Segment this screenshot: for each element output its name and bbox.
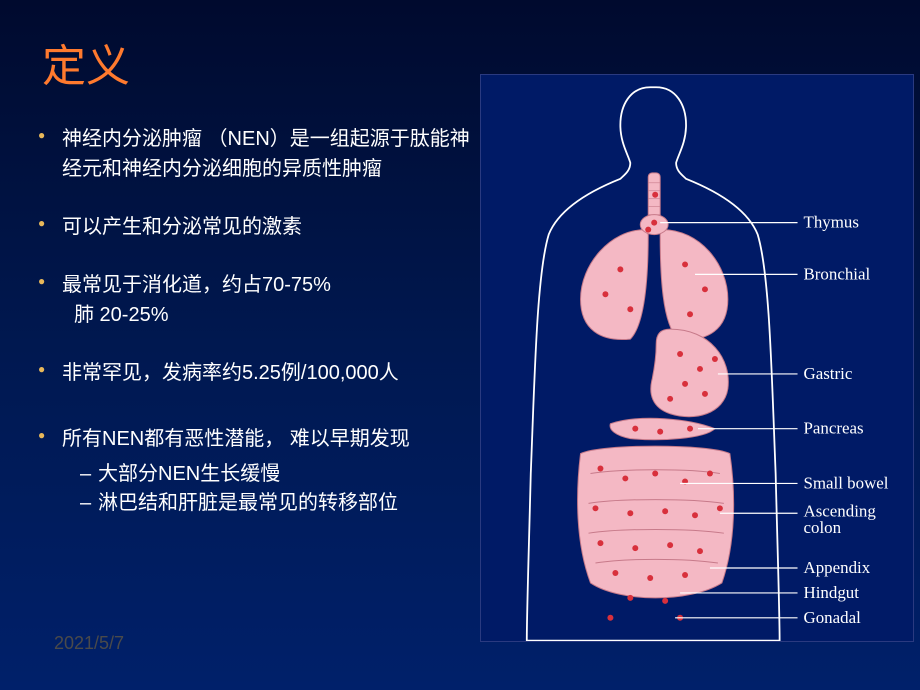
lung-left xyxy=(581,230,649,340)
bullet-5-sublist: 大部分NEN生长缓慢 淋巴结和肝脏是最常见的转移部位 xyxy=(62,460,470,518)
label-hindgut: Hindgut xyxy=(804,583,860,602)
bullet-1-text: 神经内分泌肿瘤 （NEN）是一组起源于肽能神经元和神经内分泌细胞的异质性肿瘤 xyxy=(62,128,470,180)
label-ascending-colon-2: colon xyxy=(804,518,842,537)
bullet-5-sub1-text: 大部分NEN生长缓慢 xyxy=(98,463,280,485)
text-column: 神经内分泌肿瘤 （NEN）是一组起源于肽能神经元和神经内分泌细胞的异质性肿瘤 可… xyxy=(0,124,470,546)
bullet-list: 神经内分泌肿瘤 （NEN）是一组起源于肽能神经元和神经内分泌细胞的异质性肿瘤 可… xyxy=(34,124,470,518)
bullet-5: 所有NEN都有恶性潜能， 难以早期发现 大部分NEN生长缓慢 淋巴结和肝脏是最常… xyxy=(34,424,470,518)
bullet-5-sub1: 大部分NEN生长缓慢 xyxy=(62,460,470,489)
bullet-5-sub2: 淋巴结和肝脏是最常见的转移部位 xyxy=(62,489,470,518)
bullet-1: 神经内分泌肿瘤 （NEN）是一组起源于肽能神经元和神经内分泌细胞的异质性肿瘤 xyxy=(34,124,470,184)
label-pancreas: Pancreas xyxy=(804,419,864,438)
bullet-3-sub: 肺 20-25% xyxy=(62,300,470,330)
label-thymus: Thymus xyxy=(804,213,859,232)
organ-labels: Thymus Bronchial Gastric Pancreas Small … xyxy=(804,213,889,627)
label-gonadal: Gonadal xyxy=(804,608,862,627)
bullet-5-sub2-text: 淋巴结和肝脏是最常见的转移部位 xyxy=(98,492,398,514)
bullet-4: 非常罕见，发病率约5.25例/100,000人 xyxy=(34,358,470,388)
bullet-2-text: 可以产生和分泌常见的激素 xyxy=(62,216,302,238)
label-bronchial: Bronchial xyxy=(804,264,871,283)
lung-right xyxy=(660,230,728,340)
label-gastric: Gastric xyxy=(804,364,853,383)
anatomy-figure: Thymus Bronchial Gastric Pancreas Small … xyxy=(480,74,914,642)
bullet-5-text: 所有NEN都有恶性潜能， 难以早期发现 xyxy=(62,428,410,450)
bullet-4-text: 非常罕见，发病率约5.25例/100,000人 xyxy=(62,362,399,384)
footer-date: 2021/5/7 xyxy=(54,633,124,654)
stomach xyxy=(651,329,729,417)
label-appendix: Appendix xyxy=(804,558,871,577)
bullet-3: 最常见于消化道，约占70-75% 肺 20-25% xyxy=(34,270,470,330)
anatomy-svg: Thymus Bronchial Gastric Pancreas Small … xyxy=(481,75,913,641)
label-small-bowel: Small bowel xyxy=(804,473,889,492)
bullet-2: 可以产生和分泌常见的激素 xyxy=(34,212,470,242)
slide: 定义 神经内分泌肿瘤 （NEN）是一组起源于肽能神经元和神经内分泌细胞的异质性肿… xyxy=(0,0,920,690)
bullet-3-text: 最常见于消化道，约占70-75% xyxy=(62,274,331,296)
